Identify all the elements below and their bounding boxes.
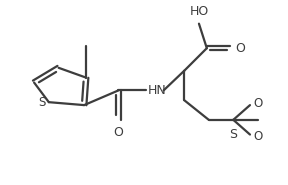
Text: S: S: [38, 96, 46, 109]
Text: S: S: [229, 128, 237, 141]
Text: O: O: [253, 97, 262, 110]
Text: HO: HO: [189, 5, 209, 18]
Text: O: O: [253, 130, 262, 143]
Text: O: O: [113, 126, 124, 139]
Text: O: O: [235, 42, 245, 55]
Text: HN: HN: [148, 84, 167, 97]
